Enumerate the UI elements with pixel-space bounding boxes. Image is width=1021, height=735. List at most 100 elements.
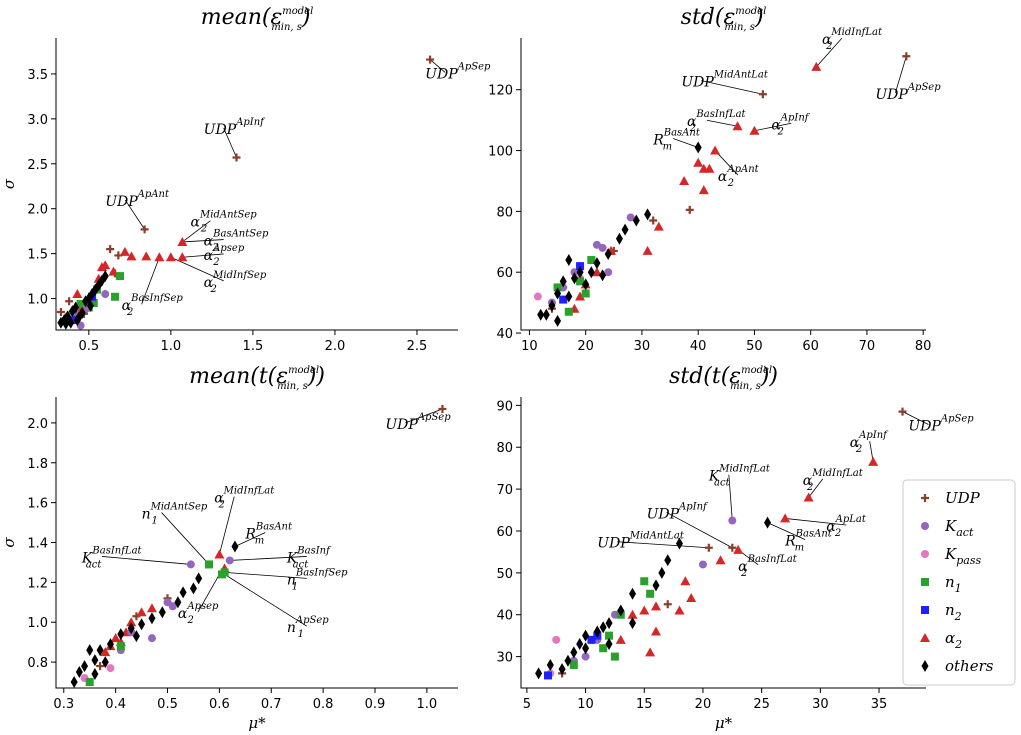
y-tick-label: 2.0 — [27, 417, 48, 432]
x-tick-label: 0.5 — [157, 697, 178, 712]
data-point-alpha2 — [615, 634, 626, 644]
data-point-others — [148, 612, 156, 625]
data-point-others — [582, 642, 590, 655]
y-tick-label: 70 — [496, 483, 513, 498]
data-point-others — [621, 223, 629, 236]
data-point-udp — [438, 404, 447, 413]
y-axis-label: σ — [0, 537, 18, 548]
data-point-alpha2 — [177, 252, 188, 262]
data-point-others — [559, 275, 567, 288]
data-point-others — [189, 582, 197, 595]
data-point-k_pass — [106, 664, 115, 673]
annotation-label: UDPApSep — [425, 61, 491, 82]
annotation-leader — [617, 541, 709, 549]
annotation-leader — [229, 556, 307, 561]
data-point-alpha2 — [653, 221, 664, 231]
data-point-others — [632, 214, 640, 227]
legend-circle-icon — [921, 522, 929, 530]
data-point-udp — [758, 90, 767, 99]
x-tick-label: 0.8 — [313, 697, 334, 712]
y-tick-label: 2.5 — [27, 158, 48, 173]
data-point-k_act — [186, 560, 195, 569]
data-point-others — [81, 660, 89, 673]
chart-title: mean(t(εmodel min, s)) — [189, 364, 325, 392]
legend: UDP Kact Kpass n1 n2 α2 others — [902, 479, 1016, 686]
data-point-alpha2 — [645, 647, 656, 657]
annotation-leader — [706, 119, 738, 127]
data-point-n1 — [610, 652, 619, 661]
annotation-label: UDPApAnt — [105, 189, 170, 210]
annotation-label: UDPApInf — [204, 117, 266, 138]
y-tick-label: 1.2 — [27, 576, 48, 591]
chart-panel-2: std(εmodel min, s) 10 20 30 40 50 60 70 80 40 60 80 1… — [488, 5, 941, 354]
y-tick-label: 60 — [496, 266, 513, 281]
data-point-others — [565, 290, 573, 303]
annotation-label: UDPMidAntLat — [681, 70, 769, 91]
data-point-others — [138, 618, 146, 631]
data-point-others — [587, 266, 595, 279]
data-point-others — [158, 606, 166, 619]
data-point-n1 — [646, 589, 655, 598]
data-point-others — [548, 299, 556, 312]
y-tick-label: 40 — [496, 327, 513, 342]
annotation-leader — [902, 411, 929, 425]
x-tick-label: 0.6 — [209, 697, 230, 712]
annotation-leader — [673, 138, 699, 148]
data-point-alpha2 — [704, 163, 715, 173]
data-point-alpha2 — [96, 262, 107, 272]
y-tick-label: 40 — [496, 609, 513, 624]
data-point-k_act — [225, 556, 234, 565]
chart-title: std(t(εmodel min, s)) — [669, 364, 778, 392]
annotation-leader — [224, 571, 307, 579]
data-point-others — [537, 308, 545, 321]
data-point-n1 — [553, 283, 562, 292]
panels-group: mean(εmodel min, s) 0.5 1.0 1.5 2.0 2.5 1.0 1.5 2… — [0, 5, 974, 732]
data-point-others — [558, 663, 566, 676]
data-point-n2 — [576, 262, 585, 271]
y-tick-label: 1.6 — [27, 497, 48, 512]
legend-frame — [902, 479, 1016, 686]
data-point-others — [599, 621, 607, 634]
data-point-udp — [649, 216, 658, 225]
data-point-alpha2 — [679, 175, 690, 185]
legend-entry-n2: n2 — [921, 601, 962, 623]
data-point-n1 — [220, 568, 229, 577]
data-point-k_act — [598, 243, 607, 252]
scatter-points — [535, 407, 907, 680]
annotation-leader — [785, 518, 847, 526]
x-tick-label: 10 — [521, 339, 538, 354]
x-tick-label: 25 — [753, 697, 770, 712]
x-tick-label: 80 — [915, 339, 932, 354]
data-point-udp — [426, 55, 435, 64]
data-point-n1 — [587, 256, 596, 265]
y-tick-label: 50 — [496, 567, 513, 582]
data-point-udp — [56, 308, 65, 317]
data-point-alpha2 — [710, 145, 721, 155]
data-point-others — [86, 299, 94, 312]
x-tick-label: 50 — [746, 339, 763, 354]
data-point-others — [582, 278, 590, 291]
data-point-alpha2 — [154, 252, 165, 262]
y-tick-label: 1.4 — [27, 537, 48, 552]
data-point-alpha2 — [732, 121, 743, 131]
data-point-others — [231, 540, 239, 553]
data-point-others — [593, 625, 601, 638]
x-tick-label: 0.9 — [365, 697, 386, 712]
data-point-k_act — [728, 516, 737, 525]
annotation-leader — [429, 59, 446, 73]
data-point-others — [629, 587, 637, 600]
data-point-udp — [898, 407, 907, 416]
y-tick-label: 2.0 — [27, 203, 48, 218]
data-point-n1 — [205, 560, 214, 569]
data-point-alpha2 — [165, 252, 176, 262]
data-point-others — [62, 317, 70, 330]
data-point-alpha2 — [575, 291, 586, 301]
